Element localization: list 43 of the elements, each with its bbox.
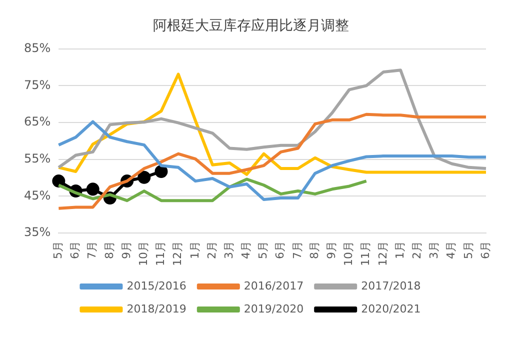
point [86,182,100,196]
x-tick-label: 12月 [376,241,390,266]
y-tick-label: 45% [24,188,51,202]
point [154,164,168,178]
x-tick-label: 5月 [52,241,65,260]
x-tick-label: 5月 [256,241,270,260]
y-tick-label: 75% [24,78,51,92]
x-tick-label: 7月 [290,241,304,260]
chart-title: 阿根廷大豆库存应用比逐月调整 [153,18,349,34]
point [52,174,66,188]
x-tick-label: 6月 [274,241,287,260]
y-tick-label: 65% [24,114,51,129]
x-tick-label: 8月 [308,241,321,260]
x-tick-label: 9月 [325,241,338,260]
legend-label: 2018/2019 [126,302,186,316]
legend-label: 2019/2020 [244,302,304,316]
legend-label: 2020/2021 [361,302,421,316]
x-tick-label: 3月 [222,241,236,260]
x-tick-label: 5月 [462,241,475,260]
x-tick-label: 6月 [478,241,492,260]
x-tick-label: 12月 [171,241,184,266]
x-tick-label: 10月 [342,241,356,266]
x-tick-label: 6月 [68,241,82,260]
x-tick-label: 1月 [188,241,202,260]
y-tick-label: 85% [24,40,51,55]
x-tick-label: 3月 [428,241,441,260]
point [138,170,151,184]
x-tick-label: 4月 [240,241,253,260]
x-tick-label: 4月 [444,241,458,260]
x-tick-label: 8月 [102,241,116,260]
y-tick-label: 35% [24,225,51,240]
legend-label: 2016/2017 [244,279,304,292]
y-tick-label: 55% [24,151,51,166]
x-tick-label: 9月 [120,241,133,260]
x-tick-label: 2月 [205,241,218,260]
x-tick-label: 7月 [86,241,99,260]
legend-label: 2017/2018 [361,279,421,292]
x-tick-label: 1月 [393,241,406,260]
x-tick-label: 10月 [136,241,150,266]
x-tick-label: 2月 [410,241,424,260]
x-tick-label: 11月 [154,241,168,266]
legend-label: 2015/2016 [126,279,186,292]
x-tick-label: 11月 [359,241,372,266]
